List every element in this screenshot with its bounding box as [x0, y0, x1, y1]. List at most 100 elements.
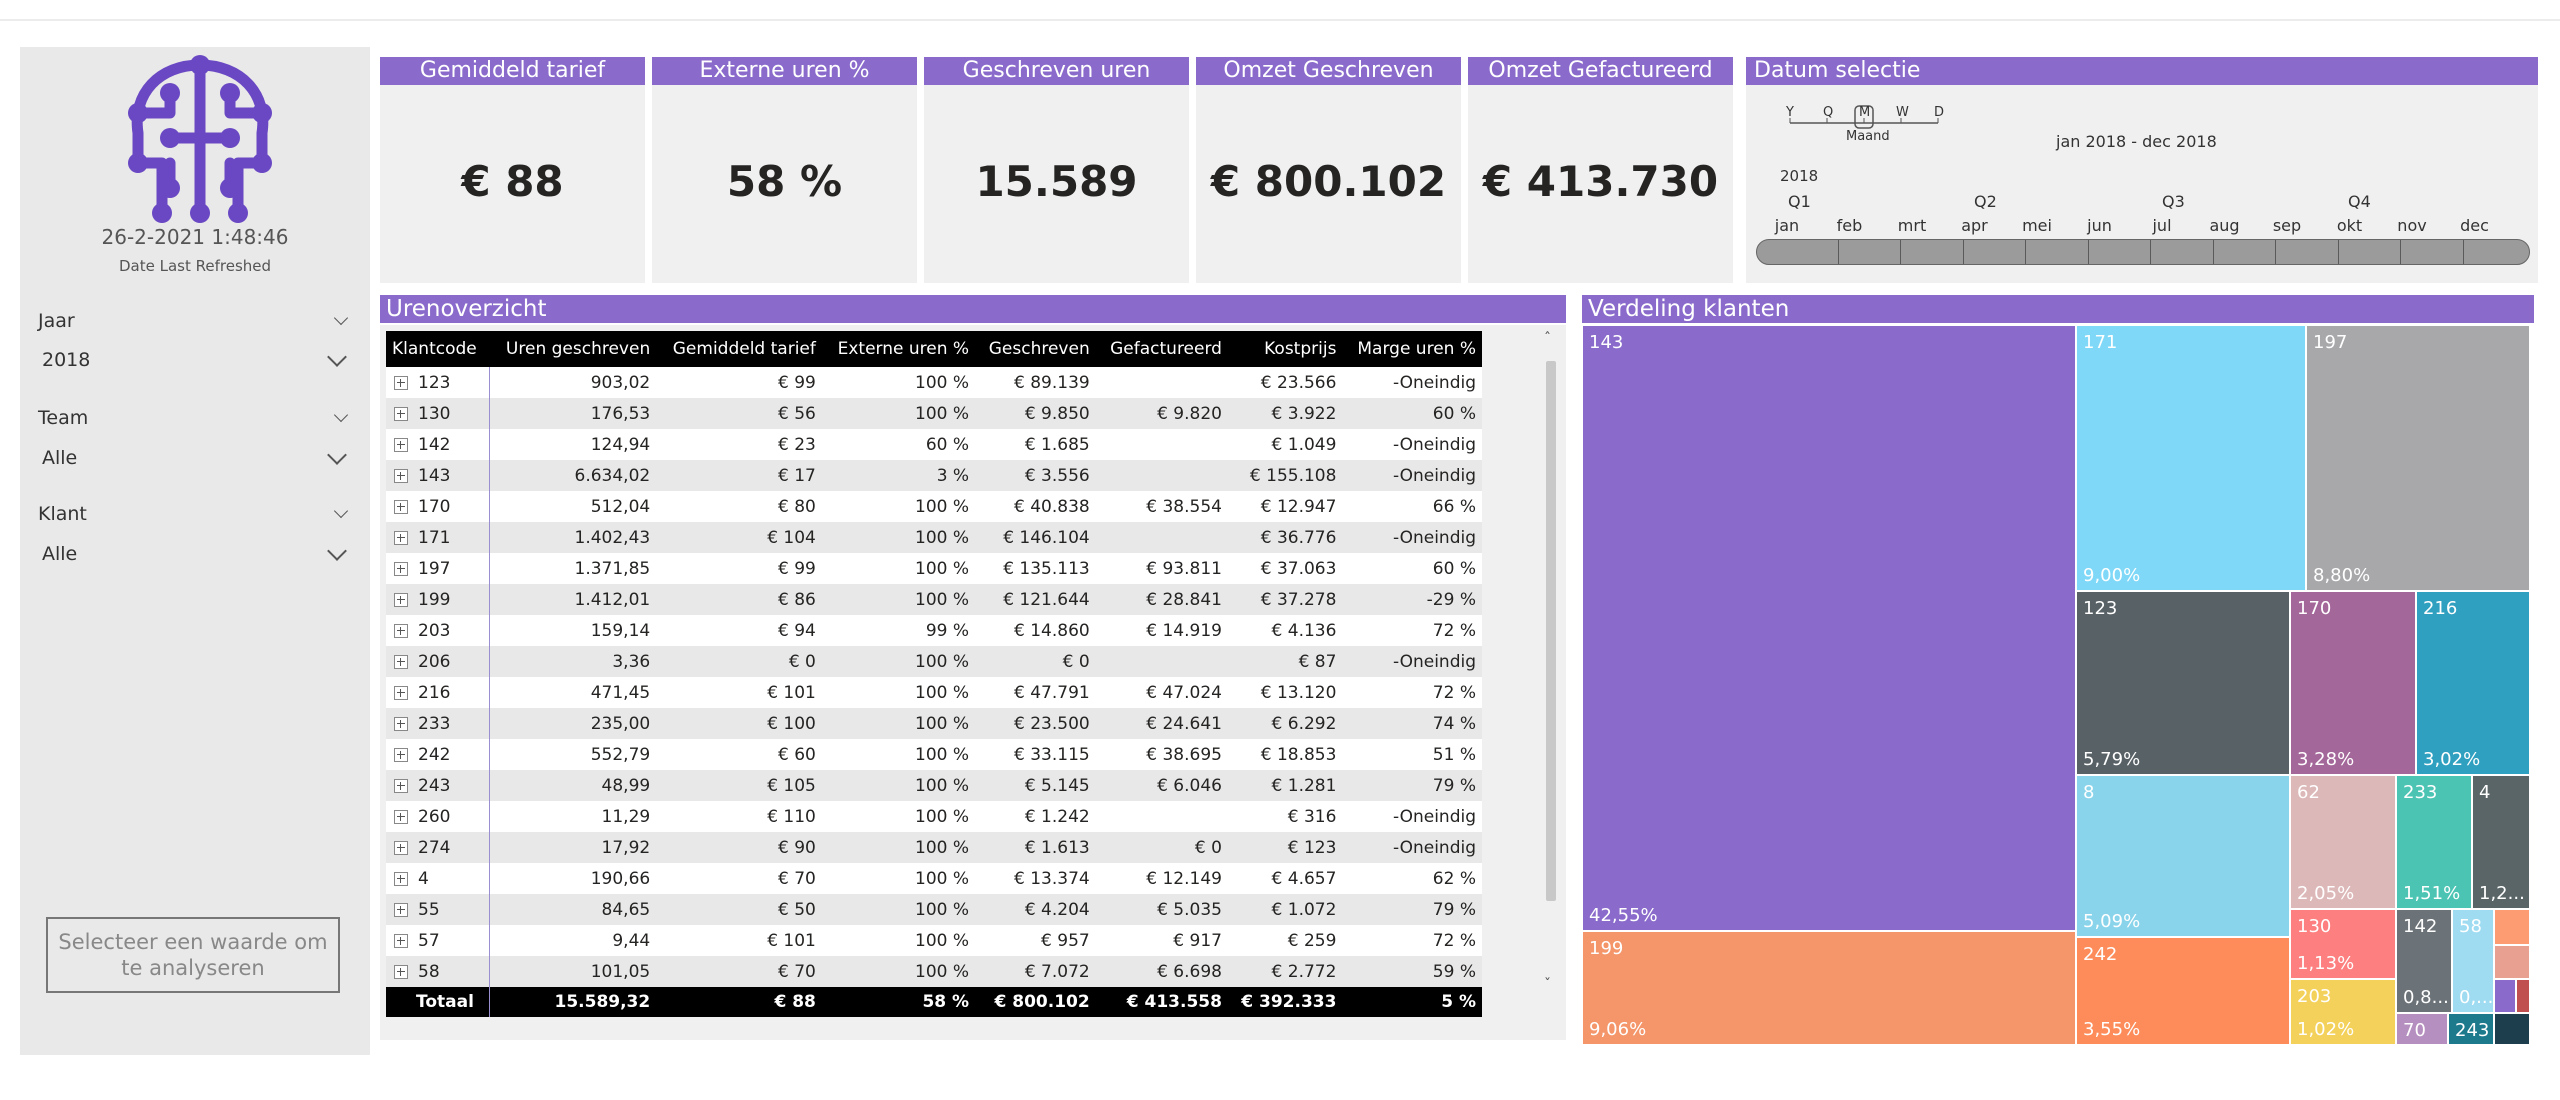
expand-row-icon[interactable] [394, 685, 408, 700]
treemap-tile-small[interactable] [2494, 1013, 2530, 1045]
treemap-tile-216[interactable]: 216 3,02% [2416, 591, 2530, 775]
granularity-week[interactable]: W [1896, 105, 1909, 120]
scroll-up-icon[interactable]: ˆ [1544, 331, 1551, 347]
table-scrollbar[interactable]: ˆ ˇ [1542, 331, 1558, 1003]
treemap-tile-58[interactable]: 58 0,... [2452, 909, 2494, 1013]
treemap-tile-small[interactable] [2494, 979, 2516, 1013]
timeline-month[interactable]: sep [2272, 216, 2302, 235]
treemap-tile-130[interactable]: 130 1,13% [2290, 909, 2396, 979]
expand-row-icon[interactable] [394, 778, 408, 793]
expand-row-icon[interactable] [394, 964, 408, 979]
timeline-month[interactable]: mei [2022, 216, 2052, 235]
timeline-month[interactable]: mrt [1897, 216, 1927, 235]
granularity-quarter[interactable]: Q [1823, 105, 1834, 120]
table-row[interactable]: 216 471,45 € 101 100 % € 47.791 € 47.024 € 13.… [386, 677, 1482, 708]
expand-row-icon[interactable] [394, 437, 408, 452]
treemap-tile-small[interactable] [2494, 909, 2530, 945]
table-row[interactable]: 203 159,14 € 94 99 % € 14.860 € 14.919 € 4.136… [386, 615, 1482, 646]
timeline-month[interactable]: jul [2152, 216, 2172, 235]
table-row[interactable]: 58 101,05 € 70 100 % € 7.072 € 6.698 € 2.772 59… [386, 956, 1482, 987]
timeline-month[interactable]: nov [2397, 216, 2427, 235]
treemap-tile-123[interactable]: 123 5,79% [2076, 591, 2290, 775]
expand-row-icon[interactable] [394, 840, 408, 855]
treemap-tile-142[interactable]: 142 0,8... [2396, 909, 2452, 1013]
column-header[interactable]: Klantcode [386, 331, 490, 367]
timeline-month[interactable]: okt [2336, 216, 2363, 235]
expand-row-icon[interactable] [394, 747, 408, 762]
column-header[interactable]: Gefactureerd [1095, 331, 1228, 367]
team-dropdown-chevron-icon[interactable] [327, 445, 347, 465]
expand-row-icon[interactable] [394, 406, 408, 421]
expand-row-icon[interactable] [394, 871, 408, 886]
chevron-down-icon[interactable] [333, 407, 349, 423]
column-header[interactable]: Geschreven [975, 331, 1096, 367]
treemap-tile-233[interactable]: 233 1,51% [2396, 775, 2472, 909]
table-row[interactable]: 130 176,53 € 56 100 % € 9.850 € 9.820 € 3.922 6… [386, 398, 1482, 429]
granularity-year[interactable]: Y [1786, 105, 1794, 120]
treemap-tile-70[interactable]: 70 [2396, 1013, 2448, 1045]
expand-row-icon[interactable] [394, 902, 408, 917]
table-row[interactable]: 123 903,02 € 99 100 % € 89.139 € 23.566 -Onein… [386, 367, 1482, 398]
table-row[interactable]: 274 17,92 € 90 100 % € 1.613 € 0 € 123 -Oneindi… [386, 832, 1482, 863]
column-header[interactable]: Uren geschreven [489, 331, 657, 367]
treemap-tile-203[interactable]: 203 1,02% [2290, 979, 2396, 1045]
expand-row-icon[interactable] [394, 499, 408, 514]
column-header[interactable]: Marge uren % [1342, 331, 1482, 367]
treemap-tile-197[interactable]: 197 8,80% [2306, 325, 2530, 591]
scrollbar-thumb[interactable] [1546, 361, 1556, 901]
table-row[interactable]: 55 84,65 € 50 100 % € 4.204 € 5.035 € 1.072 79 … [386, 894, 1482, 925]
klant-dropdown-chevron-icon[interactable] [327, 541, 347, 561]
chevron-down-icon[interactable] [333, 503, 349, 519]
table-row[interactable]: 199 1.412,01 € 86 100 % € 121.644 € 28.841 € 3… [386, 584, 1482, 615]
expand-row-icon[interactable] [394, 530, 408, 545]
granularity-day[interactable]: D [1934, 105, 1945, 120]
slicer-team-value[interactable]: Alle [42, 447, 78, 469]
expand-row-icon[interactable] [394, 716, 408, 731]
table-row[interactable]: 242 552,79 € 60 100 % € 33.115 € 38.695 € 18.8… [386, 739, 1482, 770]
table-row[interactable]: 171 1.402,43 € 104 100 % € 146.104 € 36.776 -O… [386, 522, 1482, 553]
expand-row-icon[interactable] [394, 468, 408, 483]
table-row[interactable]: 170 512,04 € 80 100 % € 40.838 € 38.554 € 12.9… [386, 491, 1482, 522]
timeline-month[interactable]: apr [1961, 216, 1988, 235]
chevron-down-icon[interactable] [333, 310, 349, 326]
column-header[interactable]: Kostprijs [1227, 331, 1343, 367]
table-row[interactable]: 206 3,36 € 0 100 % € 0 € 87 -Oneindig [386, 646, 1482, 677]
column-header[interactable]: Gemiddeld tarief [656, 331, 822, 367]
timeline-month[interactable]: jan [1774, 216, 1800, 235]
timeline-month[interactable]: jun [2087, 216, 2112, 235]
expand-row-icon[interactable] [394, 654, 408, 669]
expand-row-icon[interactable] [394, 561, 408, 576]
table-row[interactable]: 260 11,29 € 110 100 % € 1.242 € 316 -Oneindig [386, 801, 1482, 832]
timeline-month[interactable]: feb [1836, 216, 1863, 235]
table-row[interactable]: 233 235,00 € 100 100 % € 23.500 € 24.641 € 6.2… [386, 708, 1482, 739]
slicer-jaar-value[interactable]: 2018 [42, 349, 91, 371]
scroll-down-icon[interactable]: ˇ [1544, 977, 1551, 993]
treemap-tile-171[interactable]: 171 9,00% [2076, 325, 2306, 591]
timeline-month[interactable]: aug [2209, 216, 2240, 235]
table-row[interactable]: 243 48,99 € 105 100 % € 5.145 € 6.046 € 1.281 7… [386, 770, 1482, 801]
treemap-tile-8[interactable]: 8 5,09% [2076, 775, 2290, 937]
expand-row-icon[interactable] [394, 933, 408, 948]
timeline-month[interactable]: dec [2460, 216, 2489, 235]
expand-row-icon[interactable] [394, 623, 408, 638]
jaar-dropdown-chevron-icon[interactable] [327, 347, 347, 367]
table-row[interactable]: 4 190,66 € 70 100 % € 13.374 € 12.149 € 4.657 6… [386, 863, 1482, 894]
analysis-select-box[interactable]: Selecteer een waarde om te analyseren [46, 917, 340, 993]
expand-row-icon[interactable] [394, 592, 408, 607]
column-header[interactable]: Externe uren % [821, 331, 976, 367]
treemap-tile-143[interactable]: 143 42,55% [1582, 325, 2076, 931]
treemap-tile-199[interactable]: 199 9,06% [1582, 931, 2076, 1045]
timeline-range-bar[interactable] [1756, 239, 2530, 265]
table-row[interactable]: 143 6.634,02 € 17 3 % € 3.556 € 155.108 -Onein… [386, 460, 1482, 491]
treemap-tile-small[interactable] [2494, 945, 2530, 979]
treemap-tile-243[interactable]: 243 [2448, 1013, 2494, 1045]
treemap-tile-242[interactable]: 242 3,55% [2076, 937, 2290, 1045]
expand-row-icon[interactable] [394, 809, 408, 824]
treemap-tile-170[interactable]: 170 3,28% [2290, 591, 2416, 775]
table-row[interactable]: 142 124,94 € 23 60 % € 1.685 € 1.049 -Oneindig [386, 429, 1482, 460]
expand-row-icon[interactable] [394, 375, 408, 390]
treemap-tile-small[interactable] [2516, 979, 2530, 1013]
treemap-tile-62[interactable]: 62 2,05% [2290, 775, 2396, 909]
treemap-tile-4[interactable]: 4 1,2... [2472, 775, 2530, 909]
slicer-klant-value[interactable]: Alle [42, 543, 78, 565]
